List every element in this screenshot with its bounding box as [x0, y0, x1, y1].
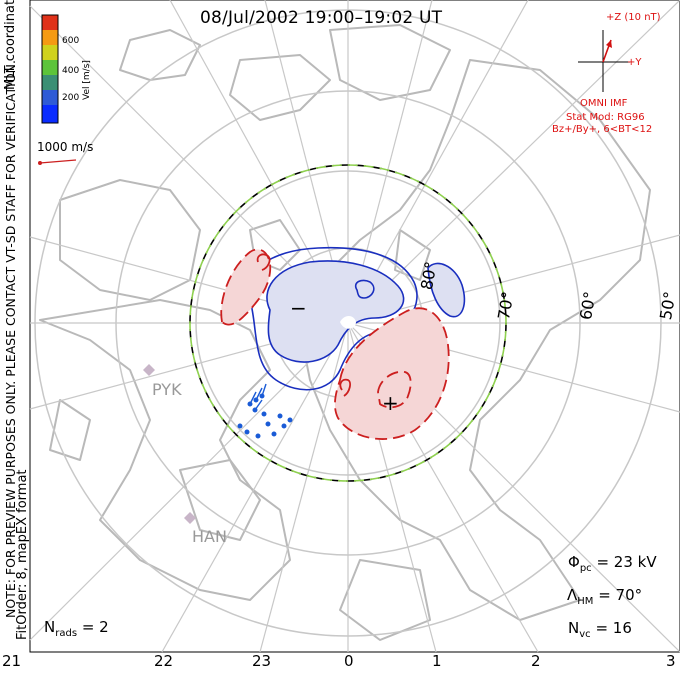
velocity-vectors [237, 383, 293, 439]
potential-max-symbol: + [382, 391, 399, 415]
lambda-hm-stat: ΛHM = 70° [567, 586, 642, 607]
map-title: 08/Jul/2002 19:00–19:02 UT [200, 8, 443, 28]
colorbar-label: Vel [m/s] [82, 60, 92, 100]
plot-frame [29, 0, 680, 653]
imf-z-label: +Z (10 nT) [606, 12, 661, 23]
positive-potential-cell [220, 248, 450, 440]
site-label-pyk: PYK [152, 380, 182, 399]
positive-cell-marker-a [339, 378, 351, 397]
mlt-tick-23: 23 [252, 652, 272, 670]
mlt-tick-21: 21 [2, 652, 22, 670]
fit-order-note: FitOrder: 8, mapEX format [15, 469, 30, 640]
site-marker-han [184, 512, 196, 524]
lambda-symbol: Λ [567, 586, 578, 604]
site-label-han: HAN [192, 527, 227, 546]
colorbar-tick-400: 400 [62, 66, 80, 76]
nvc-symbol: N [568, 619, 580, 637]
imf-dial [578, 30, 630, 92]
phi-symbol: Φ [568, 553, 580, 571]
site-marker-pyk [143, 364, 155, 376]
mlt-tick-2: 2 [531, 652, 541, 670]
lambda-value: = 70° [598, 586, 643, 604]
positive-cell-marker-b [256, 253, 271, 271]
pole-gap [340, 316, 356, 329]
nrads-sub: rads [55, 628, 78, 639]
mlt-tick-22: 22 [154, 652, 174, 670]
imf-model: Stat Mod: RG96 [566, 112, 645, 123]
phi-value: = 23 kV [596, 553, 657, 571]
hm-boundary-green [189, 164, 507, 482]
potential-min-symbol: − [290, 296, 307, 320]
colorbar-tick-200: 200 [62, 93, 80, 103]
phi-pc-stat: Φpc = 23 kV [568, 553, 657, 574]
mlt-tick-1: 1 [432, 652, 442, 670]
nrads-value: = 2 [81, 618, 109, 636]
nvc-value: = 16 [595, 619, 632, 637]
colorbar [41, 14, 59, 124]
imf-source: OMNI IMF [580, 98, 628, 109]
negative-potential-cell [247, 246, 466, 391]
colorbar-tick-600: 600 [62, 36, 80, 46]
mlt-grid [29, 0, 680, 653]
mlt-tick-0: 0 [344, 652, 354, 670]
vector-scale [38, 159, 77, 165]
imf-condition: Bz+/By+, 6<BT<12 [552, 124, 653, 135]
nrads-stat: Nrads = 2 [44, 618, 109, 639]
lambda-sub: HM [577, 596, 594, 607]
phi-sub: pc [579, 563, 592, 574]
vector-scale-label: 1000 m/s [37, 140, 94, 154]
nrads-symbol: N [44, 618, 56, 636]
imf-y-label: +Y [627, 57, 642, 68]
nvc-sub: vc [579, 629, 591, 640]
mlt-tick-3: 3 [666, 652, 676, 670]
nvc-stat: Nvc = 16 [568, 619, 632, 640]
